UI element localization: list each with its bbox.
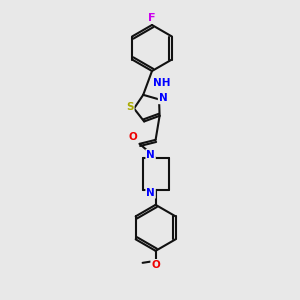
Text: N: N: [146, 150, 155, 160]
Text: NH: NH: [153, 78, 171, 88]
Text: O: O: [151, 260, 160, 270]
Text: S: S: [126, 103, 134, 112]
Text: F: F: [148, 13, 156, 23]
Text: O: O: [128, 132, 137, 142]
Text: N: N: [159, 93, 167, 103]
Text: N: N: [146, 188, 155, 198]
